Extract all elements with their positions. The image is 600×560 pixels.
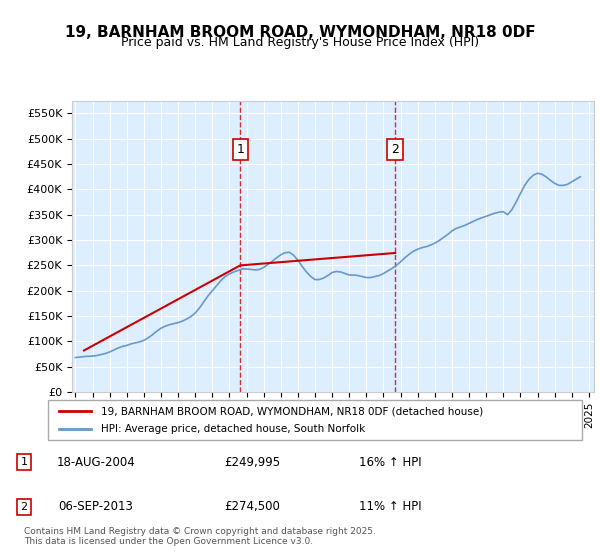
Text: £274,500: £274,500 [224, 501, 280, 514]
Text: 11% ↑ HPI: 11% ↑ HPI [359, 501, 421, 514]
Text: 2: 2 [20, 502, 28, 512]
Text: 06-SEP-2013: 06-SEP-2013 [59, 501, 133, 514]
Text: 16% ↑ HPI: 16% ↑ HPI [359, 456, 421, 469]
Text: 19, BARNHAM BROOM ROAD, WYMONDHAM, NR18 0DF (detached house): 19, BARNHAM BROOM ROAD, WYMONDHAM, NR18 … [101, 407, 484, 417]
Text: 1: 1 [236, 143, 244, 156]
Text: £249,995: £249,995 [224, 456, 280, 469]
FancyBboxPatch shape [48, 400, 582, 440]
Text: HPI: Average price, detached house, South Norfolk: HPI: Average price, detached house, Sout… [101, 423, 365, 433]
Text: Price paid vs. HM Land Registry's House Price Index (HPI): Price paid vs. HM Land Registry's House … [121, 36, 479, 49]
Text: Contains HM Land Registry data © Crown copyright and database right 2025.
This d: Contains HM Land Registry data © Crown c… [24, 526, 376, 546]
Text: 18-AUG-2004: 18-AUG-2004 [56, 456, 136, 469]
Text: 19, BARNHAM BROOM ROAD, WYMONDHAM, NR18 0DF: 19, BARNHAM BROOM ROAD, WYMONDHAM, NR18 … [65, 25, 535, 40]
Text: 1: 1 [20, 457, 28, 467]
Text: 2: 2 [391, 143, 399, 156]
